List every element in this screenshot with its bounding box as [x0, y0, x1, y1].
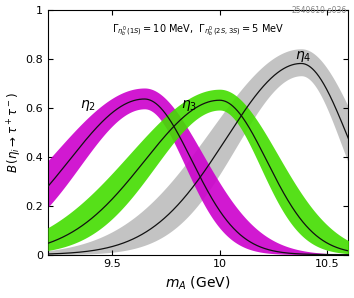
Text: $\eta_2$: $\eta_2$: [80, 97, 96, 113]
Text: $\eta_3$: $\eta_3$: [181, 97, 197, 113]
Text: $\eta_4$: $\eta_4$: [295, 49, 311, 63]
X-axis label: $m_A$ (GeV): $m_A$ (GeV): [165, 275, 231, 292]
Text: $\Gamma_{\eta_b^0\,(1S)} = 10$ MeV,  $\Gamma_{\eta_b^0\,(2S,3S)} = 5$ MeV: $\Gamma_{\eta_b^0\,(1S)} = 10$ MeV, $\Ga…: [112, 22, 284, 38]
Text: 2540610-s036: 2540610-s036: [292, 6, 347, 15]
Y-axis label: $B\,(\eta_i \rightarrow \tau^+ \tau^-)$: $B\,(\eta_i \rightarrow \tau^+ \tau^-)$: [6, 92, 24, 173]
